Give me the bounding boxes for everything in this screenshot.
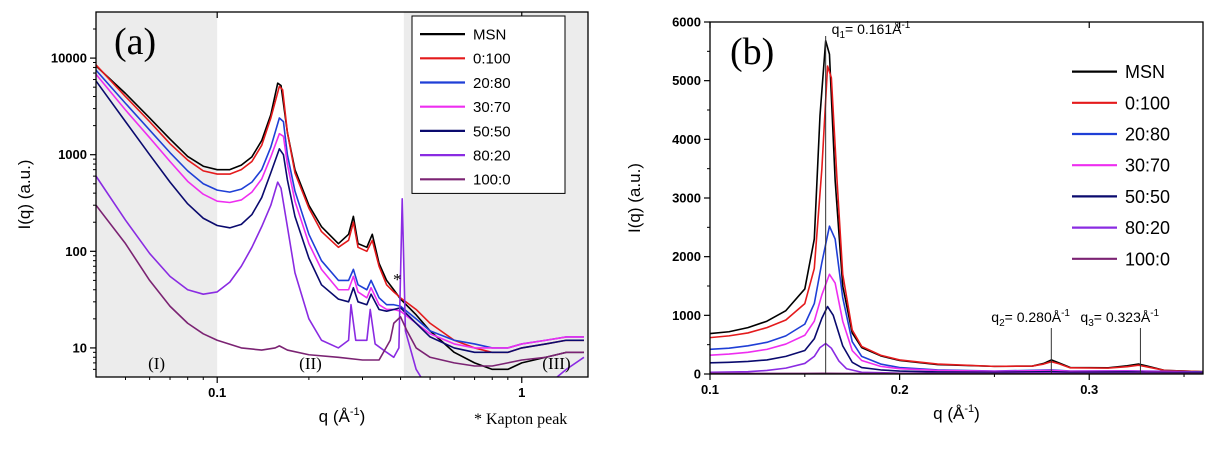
panel-a-xtick-label-1: 1 bbox=[518, 385, 525, 400]
panel-b-peak-label-3: q3= 0.323Å-1 bbox=[1080, 308, 1159, 329]
panel-a-series-line-MSN bbox=[96, 65, 584, 371]
panel-b-x-axis-label-sup: -1 bbox=[964, 403, 974, 415]
panel-a-series-line-80-20 bbox=[96, 175, 585, 377]
panel-b-peak-text-3: = 0.323Å bbox=[1094, 309, 1151, 325]
panel-b-ytick-label-5: 5000 bbox=[672, 73, 701, 88]
panel-a-series-group bbox=[96, 64, 585, 377]
panel-a-legend-label-0-100: 0:100 bbox=[473, 51, 511, 68]
panel-b-legend-label-0-100: 0:100 bbox=[1125, 93, 1170, 113]
panel-b-legend-label-80-20: 80:20 bbox=[1125, 218, 1170, 238]
panel-b-legend-label-50-50: 50:50 bbox=[1125, 187, 1170, 207]
panel-a-ytick-label-3: 10000 bbox=[51, 51, 87, 66]
panel-b-legend-label-100-0: 100:0 bbox=[1125, 249, 1170, 269]
panel-b-chart: q1= 0.161Å-1q2= 0.280Å-1 q3= 0.323Å-10.1 0… bbox=[625, 15, 1204, 423]
panel-b-series-line-20-80 bbox=[710, 225, 1203, 373]
panel-b-peak-sub-2: 2 bbox=[999, 318, 1005, 329]
panel-b-series-line-50-50 bbox=[710, 305, 1203, 374]
panel-a-series-line-20-80 bbox=[96, 69, 584, 349]
panel-a-region-label-0: (I) bbox=[148, 354, 165, 373]
panel-b-ytick-label-3: 3000 bbox=[672, 191, 701, 206]
panel-b-peak-q-3: q bbox=[1080, 309, 1088, 325]
panel-a-series-line-30-70 bbox=[96, 73, 584, 349]
panel-b-peak-q-1: q bbox=[832, 21, 840, 37]
panel-a-x-axis-label-main: q (Å bbox=[319, 407, 351, 426]
panel-b-ytick-label-0: 0 bbox=[694, 367, 701, 382]
panel-b-ytick-label-1: 1000 bbox=[672, 308, 701, 323]
panel-a-series-line-50-50 bbox=[96, 80, 584, 354]
panel-a-legend-label-50-50: 50:50 bbox=[473, 123, 511, 140]
panel-b-series-line-80-20 bbox=[710, 342, 1203, 374]
panel-b-ytick-label-6: 6000 bbox=[672, 15, 701, 30]
panel-a-kapton-star: * bbox=[393, 270, 402, 289]
panel-b-xtick-label-1: 0.2 bbox=[891, 382, 909, 397]
panel-b-panel-label: (b) bbox=[730, 31, 774, 73]
panel-b-series-line-30-70 bbox=[710, 273, 1203, 374]
panel-a-x-axis-label: q (Å-1) bbox=[319, 406, 366, 426]
panel-b-peak-sub-1: 1 bbox=[839, 30, 845, 41]
panel-b-peak-label-2: q2= 0.280Å-1 bbox=[991, 308, 1070, 329]
panel-b-peak-sup-1: -1 bbox=[901, 20, 910, 31]
panel-a-legend-box bbox=[411, 15, 566, 194]
panel-a-x-axis-label-sup: -1 bbox=[350, 406, 360, 418]
panel-b-legend-label-30-70: 30:70 bbox=[1125, 156, 1170, 176]
panel-a-region-label-1: (II) bbox=[299, 354, 322, 373]
panel-b-y-axis-label: I(q) (a.u.) bbox=[625, 163, 644, 233]
panel-b-legend-label-20-80: 20:80 bbox=[1125, 124, 1170, 144]
panel-b-peak-q-2: q bbox=[991, 309, 999, 325]
panel-a-ytick-label-0: 10 bbox=[73, 340, 87, 355]
panel-a-ytick-label-2: 1000 bbox=[58, 147, 87, 162]
panel-a-legend-label-20-80: 20:80 bbox=[473, 75, 511, 92]
panel-a-series-line-100-0 bbox=[96, 204, 584, 367]
panel-a-y-axis-label: I(q) (a.u.) bbox=[15, 160, 34, 230]
panel-b-x-axis-label: q (Å-1) bbox=[933, 403, 980, 423]
panel-b-peak-sup-2: -1 bbox=[1061, 308, 1070, 319]
panel-b-x-axis-label-close: ) bbox=[974, 404, 980, 423]
panel-b-xtick-label-2: 0.3 bbox=[1080, 382, 1098, 397]
panel-a-ytick-label-1: 100 bbox=[65, 244, 87, 259]
panel-a-panel-label: (a) bbox=[114, 21, 156, 63]
panel-a-legend-label-30-70: 30:70 bbox=[473, 99, 511, 116]
panel-b-legend-label-MSN: MSN bbox=[1125, 62, 1165, 82]
panel-b-xtick-label-0: 0.1 bbox=[701, 382, 719, 397]
panel-a-xtick-label-0: 0.1 bbox=[208, 385, 226, 400]
panel-b-peak-label-1: q1= 0.161Å-1 bbox=[832, 20, 911, 41]
panel-b-ytick-label-2: 2000 bbox=[672, 249, 701, 264]
panel-b-x-axis-label-main: q (Å bbox=[933, 404, 965, 423]
panel-a-region-label-2: (III) bbox=[542, 354, 570, 373]
panel-b-peak-text-1: = 0.161Å bbox=[845, 21, 902, 37]
panel-a-chart: 0.1 1 10 100 1000 10000 q (Å-1) I(q) (a.u.) (a) (… bbox=[15, 11, 589, 428]
panel-a-region-shade-0 bbox=[96, 12, 218, 377]
panel-a-legend-label-MSN: MSN bbox=[473, 27, 506, 44]
panel-a-legend-label-100-0: 100:0 bbox=[473, 172, 511, 189]
panel-b-peak-sub-3: 3 bbox=[1088, 318, 1094, 329]
panel-a-x-axis-label-close: ) bbox=[360, 407, 366, 426]
panel-a-frame bbox=[95, 11, 589, 378]
panel-b-peak-sup-3: -1 bbox=[1150, 308, 1159, 319]
panel-a-footnote: * Kapton peak bbox=[474, 411, 567, 428]
panel-b-peak-text-2: = 0.280Å bbox=[1005, 309, 1062, 325]
panel-a-legend-label-80-20: 80:20 bbox=[473, 148, 511, 165]
panel-b-ytick-label-4: 4000 bbox=[672, 132, 701, 147]
panel-b-series-line-0-100 bbox=[710, 65, 1203, 373]
